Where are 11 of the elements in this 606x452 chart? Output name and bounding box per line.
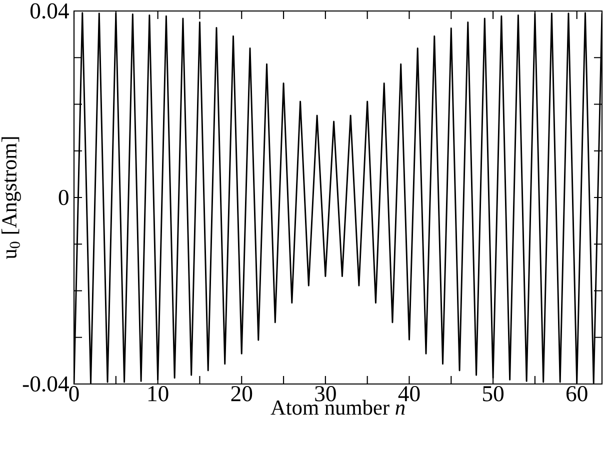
y-tick-label: -0.04	[22, 376, 69, 392]
x-tick-label: 20	[231, 386, 252, 402]
x-tick-label: 10	[148, 386, 168, 402]
x-tick-label: 50	[483, 386, 504, 402]
x-tick-label: 30	[315, 386, 336, 402]
y-tick-label: 0	[58, 190, 68, 206]
y-tick-label: 0.04	[30, 3, 69, 19]
x-tick-label: 40	[398, 386, 420, 402]
x-tick-label: 60	[566, 386, 588, 402]
x-tick-label: 0	[69, 386, 79, 402]
y-axis-title: u$_{0}$ [Angstrom]	[2, 137, 21, 260]
